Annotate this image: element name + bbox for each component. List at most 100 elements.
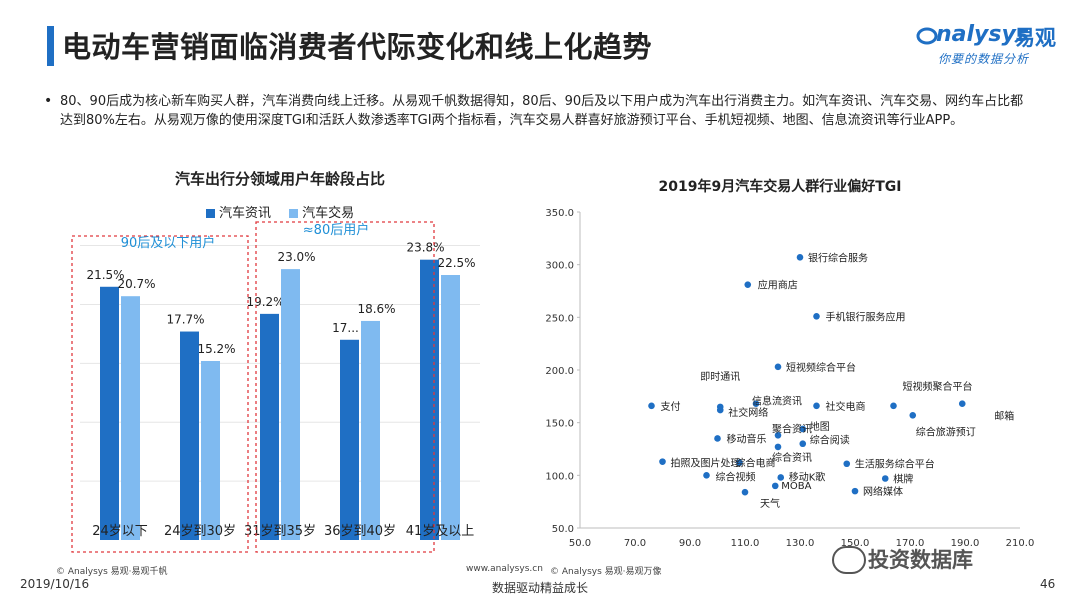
- scatter-point-label: 地图: [810, 420, 830, 433]
- scatter-point: [714, 435, 721, 442]
- scatter-y-tick-label: 200.0: [545, 366, 574, 377]
- scatter-point-label: 短视频综合平台: [786, 361, 856, 374]
- scatter-x-tick-label: 150.0: [841, 538, 870, 549]
- scatter-point: [744, 281, 752, 288]
- legend-item-series-1: 汽车资讯: [206, 202, 271, 221]
- bar-category-label: 24岁以下: [92, 524, 148, 539]
- scatter-x-tick-label: 70.0: [624, 538, 646, 549]
- bar-chart-title: 汽车出行分领域用户年龄段占比: [174, 170, 385, 188]
- scatter-x-tick-label: 90.0: [679, 538, 701, 549]
- wechat-watermark: 投资数据库: [868, 548, 973, 572]
- bar-2-5: [441, 275, 460, 540]
- scatter-x-tick-label: 190.0: [951, 538, 980, 549]
- footer-url[interactable]: www.analysys.cn: [466, 564, 543, 574]
- scatter-y-tick-label: 350.0: [545, 208, 574, 219]
- scatter-point: [881, 475, 889, 482]
- scatter-x-tick-label: 210.0: [1006, 538, 1035, 549]
- scatter-point: [771, 482, 779, 490]
- bar-1-1: [100, 286, 119, 540]
- scatter-point-label: 信息流资讯: [752, 395, 802, 408]
- scatter-point: [648, 402, 655, 410]
- scatter-x-tick-label: 170.0: [896, 538, 925, 549]
- scatter-point: [736, 459, 743, 466]
- scatter-point-label: 综合阅读: [810, 434, 850, 447]
- scatter-point-label: 聚合资讯: [772, 422, 812, 435]
- legend-item-series-2: 汽车交易: [289, 202, 354, 221]
- scatter-point: [843, 460, 851, 468]
- bar-data-label: 21.5%: [86, 268, 124, 282]
- annotation-box: [71, 235, 249, 553]
- scatter-point-label: 银行综合服务: [808, 251, 868, 264]
- footer-slogan: 数据驱动精益成长: [492, 581, 589, 595]
- scatter-point-label: 拍照及图片处理: [671, 457, 741, 470]
- annotation-box: [255, 221, 435, 553]
- scatter-point-label: MOBA: [781, 481, 811, 492]
- scatter-point-label: 移动音乐: [727, 432, 767, 445]
- page-number: 46: [1040, 577, 1056, 591]
- legend-label-series-2: 汽车交易: [302, 206, 355, 221]
- scatter-point-label: 生活服务综合平台: [855, 458, 935, 471]
- scatter-point-label: 综合电商: [736, 457, 776, 470]
- bar-2-1: [121, 296, 140, 540]
- scatter-point: [774, 363, 782, 371]
- bar-data-label: 15.2%: [197, 342, 235, 356]
- scatter-point-label: 移动K歌: [789, 470, 826, 483]
- scatter-point: [716, 406, 724, 414]
- scatter-point: [659, 458, 666, 465]
- scatter-point-label: 短视频聚合平台: [903, 380, 973, 393]
- scatter-x-tick-label: 50.0: [569, 538, 591, 549]
- logo-tagline: 你要的数据分析: [938, 52, 1030, 66]
- bar-category-label: 36岁到40岁: [324, 524, 396, 539]
- scatter-point: [799, 440, 807, 448]
- bar-2-3: [281, 269, 300, 540]
- scatter-point-label: 综合资讯: [772, 451, 812, 464]
- scatter-point: [777, 474, 785, 481]
- scatter-point: [774, 432, 782, 439]
- scatter-point: [774, 443, 782, 451]
- scatter-chart-source: © Analysys 易观·易观万像: [550, 567, 662, 577]
- annotation-label: ≈80后用户: [303, 222, 369, 238]
- bar-data-label: 18.6%: [357, 302, 395, 316]
- scatter-point: [741, 488, 749, 496]
- logo-cn-text: 易观: [1014, 26, 1056, 50]
- bar-data-label: 23.8%: [406, 241, 444, 255]
- title-accent-bar: [47, 26, 54, 66]
- logo-main-text: nalysys: [936, 22, 1029, 47]
- bar-data-label: 19.2%: [246, 295, 284, 309]
- scatter-point-label: 即时通讯: [700, 371, 740, 383]
- scatter-point: [958, 400, 966, 408]
- scatter-point: [799, 425, 807, 433]
- logo-swirl-icon: [916, 27, 938, 45]
- scatter-point-label: 应用商店: [758, 279, 798, 292]
- scatter-y-tick-label: 100.0: [545, 471, 574, 482]
- legend-label-series-1: 汽车资讯: [219, 206, 272, 221]
- scatter-point-label: 网络媒体: [863, 485, 903, 498]
- analysys-logo: nalysys 易观 你要的数据分析: [916, 22, 1058, 68]
- bar-1-3: [260, 313, 279, 540]
- bar-category-label: 24岁到30岁: [164, 524, 236, 539]
- bar-chart-source: © Analysys 易观·易观千帆: [56, 567, 168, 577]
- legend-swatch-series-1: [206, 209, 215, 218]
- bar-2-2: [201, 360, 220, 540]
- wechat-icon: [832, 546, 866, 574]
- bar-category-label: 31岁到35岁: [244, 524, 316, 539]
- scatter-point-label: 社交电商: [826, 400, 866, 413]
- scatter-point: [752, 400, 760, 408]
- scatter-point: [909, 411, 917, 419]
- summary-bullet: • 80、90后成为核心新车购买人群，汽车消费向线上迁移。从易观千帆数据得知，8…: [44, 92, 1028, 130]
- bar-chart-legend: 汽车资讯 汽车交易: [206, 202, 368, 221]
- scatter-point: [796, 253, 804, 261]
- summary-text: 80、90后成为核心新车购买人群，汽车消费向线上迁移。从易观千帆数据得知，80后…: [60, 94, 1024, 128]
- bar-data-label: 20.7%: [117, 277, 155, 291]
- footer-date: 2019/10/16: [20, 577, 90, 591]
- scatter-point-label: 邮箱: [994, 410, 1014, 423]
- bullet-dot-icon: •: [44, 93, 53, 109]
- scatter-point: [813, 312, 820, 320]
- scatter-point-label: 支付: [661, 400, 681, 413]
- scatter-y-tick-label: 250.0: [545, 313, 574, 324]
- scatter-point-label: 天气: [760, 497, 780, 510]
- bar-1-5: [420, 259, 439, 540]
- scatter-point-label: 综合视频: [716, 470, 756, 483]
- scatter-x-tick-label: 110.0: [731, 538, 760, 549]
- scatter-point-label: 社交网络: [728, 406, 768, 419]
